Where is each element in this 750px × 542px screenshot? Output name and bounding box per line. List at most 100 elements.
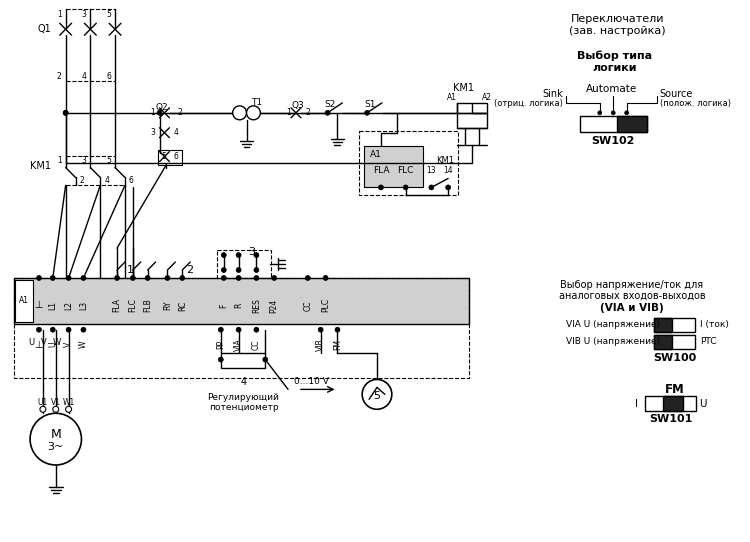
Text: CC: CC: [252, 339, 261, 350]
Circle shape: [63, 111, 68, 115]
Text: U: U: [48, 342, 57, 347]
Text: ⊥: ⊥: [34, 340, 44, 350]
Circle shape: [335, 327, 340, 332]
Circle shape: [146, 275, 150, 280]
Circle shape: [254, 268, 259, 273]
Text: L1: L1: [48, 301, 57, 310]
Circle shape: [165, 275, 170, 280]
Text: 4: 4: [241, 377, 247, 388]
Text: VIA U (напряжение): VIA U (напряжение): [566, 320, 660, 329]
Bar: [580, 116, 646, 132]
Circle shape: [446, 185, 451, 190]
Circle shape: [254, 253, 259, 257]
Text: S2: S2: [325, 100, 336, 109]
Bar: [654, 334, 695, 349]
Circle shape: [379, 185, 383, 190]
Text: U: U: [28, 338, 34, 347]
Text: KM1: KM1: [454, 83, 475, 93]
Text: T1: T1: [251, 98, 262, 107]
Circle shape: [325, 111, 330, 115]
Circle shape: [115, 275, 119, 280]
Text: 2: 2: [306, 108, 310, 117]
Text: VIB: VIB: [316, 338, 326, 351]
Text: RES: RES: [252, 298, 261, 313]
Circle shape: [247, 106, 260, 120]
Text: V1: V1: [51, 398, 61, 407]
Text: 3~: 3~: [48, 442, 64, 452]
Text: FLC: FLC: [398, 166, 414, 175]
Text: U: U: [700, 399, 707, 409]
Text: Automate: Automate: [586, 84, 637, 94]
Text: 0...10 V: 0...10 V: [294, 377, 329, 386]
Text: I (ток): I (ток): [700, 320, 729, 329]
Circle shape: [262, 357, 268, 362]
Text: SW102: SW102: [592, 136, 635, 146]
Circle shape: [81, 327, 86, 332]
Text: FM: FM: [664, 383, 685, 396]
Text: Q3: Q3: [292, 101, 304, 111]
Text: W1: W1: [62, 398, 75, 407]
Circle shape: [157, 111, 162, 115]
Circle shape: [37, 327, 41, 332]
Circle shape: [66, 275, 71, 280]
Text: FLB: FLB: [143, 299, 152, 312]
Text: Переключатели: Переключатели: [571, 14, 664, 24]
Circle shape: [130, 275, 135, 280]
Circle shape: [40, 406, 46, 412]
Circle shape: [53, 406, 58, 412]
Circle shape: [318, 327, 323, 332]
Bar: [654, 318, 673, 332]
Text: Q1: Q1: [37, 24, 51, 34]
Text: W: W: [53, 338, 61, 347]
Bar: [616, 116, 646, 132]
Bar: [15, 280, 33, 322]
Text: 3: 3: [82, 156, 86, 165]
Bar: [663, 396, 683, 411]
Bar: [158, 150, 182, 165]
Text: 5: 5: [374, 391, 380, 402]
Circle shape: [37, 275, 41, 280]
Bar: [14, 278, 469, 324]
Text: 4: 4: [104, 176, 109, 185]
Text: Sink: Sink: [542, 89, 562, 99]
Text: 2: 2: [57, 72, 62, 81]
Text: Выбор типа: Выбор типа: [577, 51, 652, 61]
Text: 1: 1: [57, 156, 62, 165]
Circle shape: [429, 185, 433, 190]
Bar: [220, 353, 266, 367]
Text: FM: FM: [333, 339, 342, 350]
Circle shape: [236, 253, 241, 257]
Circle shape: [66, 327, 71, 332]
Bar: [654, 334, 673, 349]
Text: V: V: [64, 342, 73, 347]
Text: A2: A2: [482, 93, 492, 102]
Bar: [217, 250, 272, 278]
Circle shape: [221, 268, 226, 273]
Text: (отриц. логика): (отриц. логика): [494, 99, 562, 108]
Text: 2: 2: [80, 176, 84, 185]
Text: Регулирующий: Регулирующий: [208, 393, 280, 402]
Text: логики: логики: [592, 63, 637, 73]
Text: PLC: PLC: [321, 298, 330, 313]
Circle shape: [81, 275, 86, 280]
Text: Source: Source: [660, 89, 693, 99]
Circle shape: [404, 185, 408, 190]
Circle shape: [236, 268, 241, 273]
Text: P24: P24: [270, 298, 279, 313]
Text: PTC: PTC: [700, 337, 717, 346]
Text: KM1: KM1: [436, 156, 454, 165]
Text: 2: 2: [177, 108, 182, 117]
Text: Q2: Q2: [155, 104, 168, 112]
Text: FLC: FLC: [128, 299, 137, 312]
Text: 1: 1: [286, 108, 291, 117]
Circle shape: [611, 111, 615, 115]
Text: 4: 4: [173, 128, 178, 137]
Text: I: I: [635, 399, 638, 409]
Text: 1: 1: [150, 108, 154, 117]
Circle shape: [305, 275, 310, 280]
Text: (полож. логика): (полож. логика): [660, 99, 730, 108]
Circle shape: [218, 357, 223, 362]
Circle shape: [272, 275, 277, 280]
Text: L2: L2: [64, 301, 73, 310]
Circle shape: [50, 275, 55, 280]
